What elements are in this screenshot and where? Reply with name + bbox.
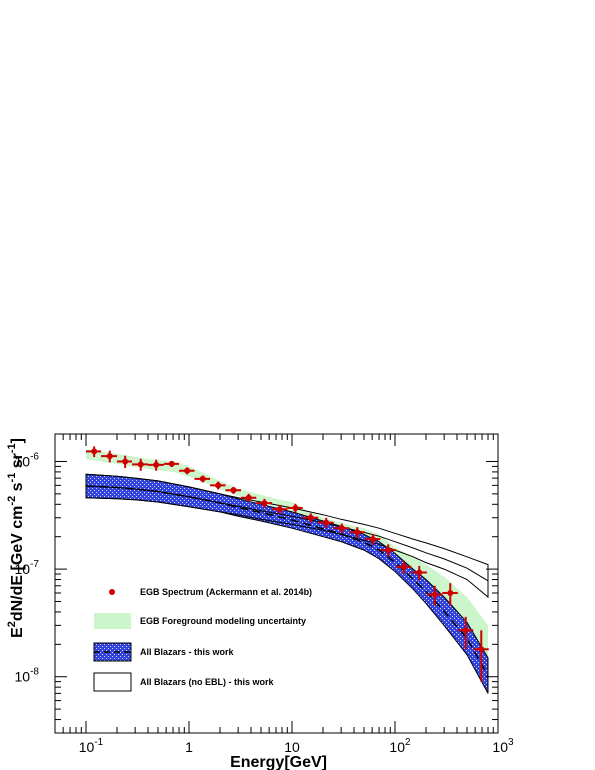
point-marker: [478, 646, 485, 653]
point-marker: [354, 529, 361, 536]
point-marker: [338, 525, 345, 532]
legend-label: All Blazars - this work: [140, 647, 235, 657]
x-tick-label: 10-1: [79, 737, 104, 755]
y-tick-label: 10-6: [15, 451, 40, 469]
data-point: [179, 467, 195, 475]
point-marker: [137, 461, 144, 468]
data-point: [426, 585, 443, 606]
data-point: [333, 523, 350, 534]
x-tick-label: 10: [284, 739, 300, 755]
point-marker: [416, 569, 423, 576]
data-point: [210, 481, 226, 490]
data-point: [101, 450, 118, 463]
legend-swatch: [94, 613, 131, 629]
data-point: [473, 630, 489, 682]
y-axis-title: E2dN/dE [GeV cm-2 s-1 sr-1]: [6, 438, 26, 638]
legend-item: All Blazars - this work: [93, 642, 235, 662]
data-point: [241, 493, 257, 503]
point-marker: [431, 591, 438, 598]
plot-area: [85, 446, 489, 694]
data-point: [287, 503, 303, 513]
data-point: [194, 475, 211, 483]
point-marker: [122, 458, 129, 465]
legend-item: All Blazars (no EBL) - this work: [93, 672, 275, 692]
data-point: [256, 498, 273, 508]
point-marker: [447, 589, 454, 596]
legend-item: EGB Spectrum (Ackermann et al. 2014b): [109, 587, 312, 597]
data-point: [395, 560, 412, 575]
data-point: [349, 527, 365, 538]
legend-label: EGB Foreground modeling uncertainty: [140, 616, 306, 626]
legend-marker: [109, 589, 115, 595]
data-point: [302, 513, 319, 523]
point-marker: [369, 536, 376, 543]
point-marker: [462, 627, 469, 634]
point-marker: [153, 461, 160, 468]
x-tick-label: 1: [185, 739, 193, 755]
x-tick-label: 102: [389, 737, 411, 755]
data-point: [380, 544, 396, 557]
data-point: [225, 486, 242, 494]
point-marker: [261, 500, 268, 507]
data-point: [117, 455, 133, 468]
data-point: [86, 446, 102, 458]
point-marker: [199, 475, 206, 482]
data-point: [272, 504, 288, 515]
point-marker: [385, 547, 392, 554]
legend-item: EGB Foreground modeling uncertainty: [94, 613, 306, 629]
y-tick-label: 10-8: [15, 667, 40, 685]
point-marker: [400, 563, 407, 570]
point-marker: [106, 453, 113, 460]
data-point: [132, 458, 149, 471]
point-marker: [276, 506, 283, 513]
data-point: [411, 565, 427, 581]
axes: 10-1 1 10 102 103 10-6 10-7 10-8: [15, 434, 514, 755]
legend: EGB Spectrum (Ackermann et al. 2014b) EGB…: [93, 587, 312, 692]
data-point: [364, 533, 381, 545]
legend-swatch: [93, 672, 132, 692]
point-marker: [307, 514, 314, 521]
point-marker: [245, 494, 252, 501]
data-point: [442, 583, 458, 606]
data-point: [148, 459, 164, 471]
data-point: [163, 460, 180, 467]
legend-label: EGB Spectrum (Ackermann et al. 2014b): [140, 587, 312, 597]
data-point: [457, 616, 474, 650]
legend-label: All Blazars (no EBL) - this work: [140, 677, 275, 687]
point-marker: [91, 448, 98, 455]
y-tick-label: 10-7: [15, 559, 40, 577]
point-marker: [292, 504, 299, 511]
point-marker: [230, 487, 237, 494]
point-marker: [323, 519, 330, 526]
point-marker: [168, 460, 175, 467]
point-marker: [215, 482, 222, 489]
x-axis-title: Energy[GeV]: [230, 754, 327, 770]
blazar-no-ebl-band: [85, 473, 489, 599]
x-tick-label: 103: [492, 737, 514, 755]
point-marker: [184, 467, 191, 474]
data-point: [318, 517, 334, 529]
